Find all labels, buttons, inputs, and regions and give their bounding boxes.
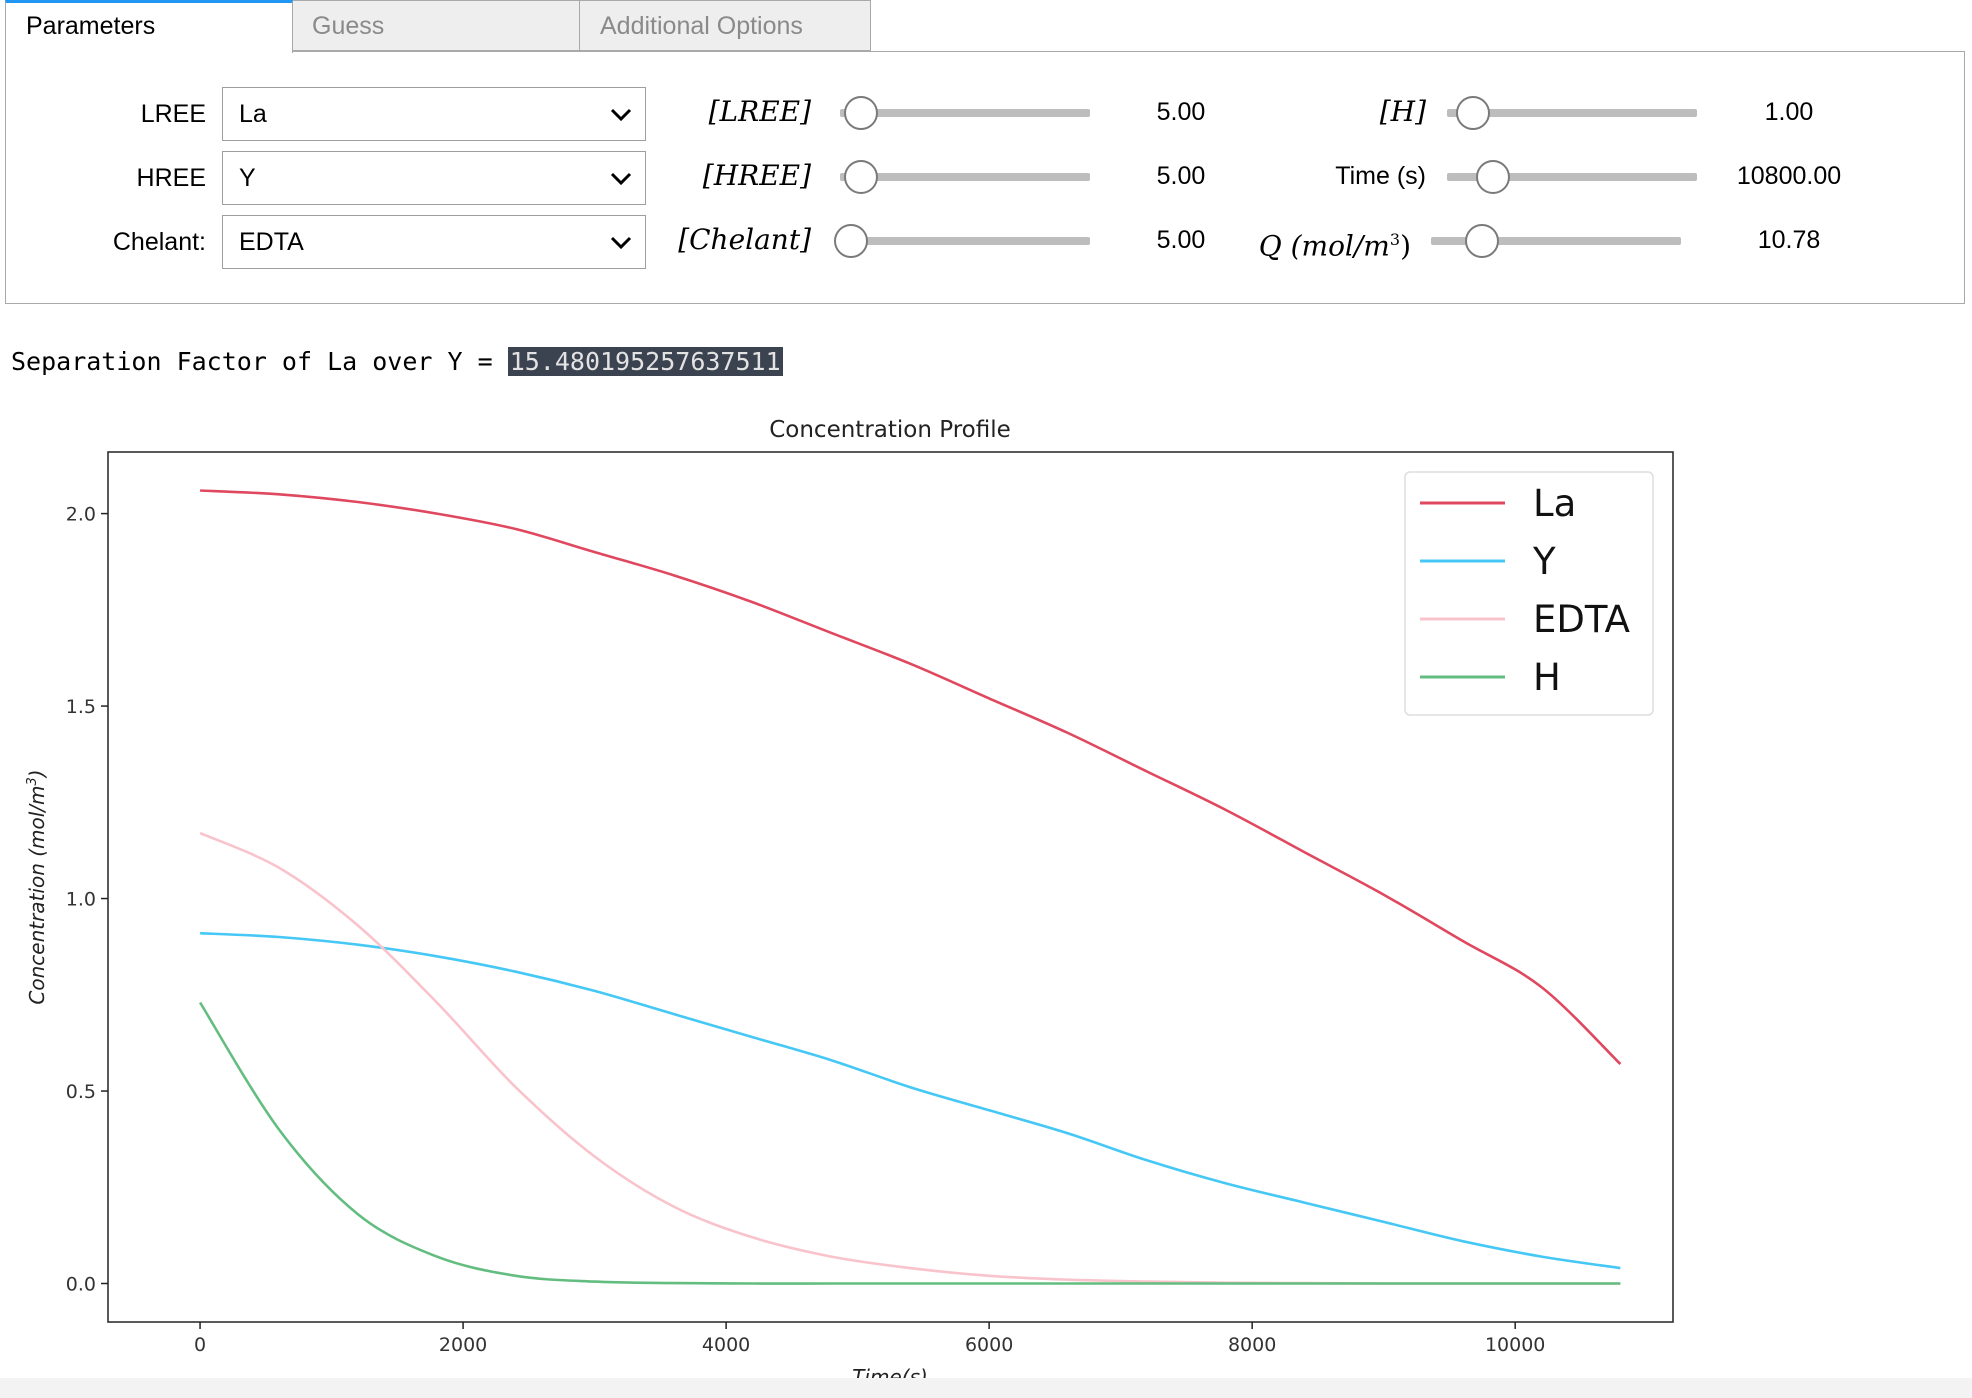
x-tick-label: 2000 bbox=[439, 1334, 487, 1356]
chevron-down-icon bbox=[610, 236, 632, 250]
x-tick-label: 8000 bbox=[1228, 1334, 1276, 1356]
lree-conc-slider[interactable] bbox=[840, 96, 1090, 130]
series-line-la bbox=[200, 489, 1622, 1066]
legend-label-y: Y bbox=[1532, 540, 1556, 583]
q-value: 10.78 bbox=[1757, 226, 1821, 254]
hree-select[interactable]: Y bbox=[222, 151, 646, 205]
time-slider[interactable] bbox=[1447, 160, 1697, 194]
chelant-select-value: EDTA bbox=[239, 228, 304, 256]
legend-label-la: La bbox=[1533, 482, 1576, 525]
slider-handle[interactable] bbox=[844, 160, 878, 194]
y-axis-label: Concentration (mol/m3) bbox=[25, 769, 49, 1004]
q-label: Q (mol/m3) bbox=[1231, 215, 1411, 265]
y-tick-label: 1.5 bbox=[66, 696, 96, 718]
separation-factor-value: 15.480195257637511 bbox=[507, 347, 783, 376]
chevron-down-icon bbox=[610, 172, 632, 186]
chelant-conc-slider[interactable] bbox=[834, 224, 1090, 258]
legend-label-edta: EDTA bbox=[1533, 598, 1630, 641]
chelant-select[interactable]: EDTA bbox=[222, 215, 646, 269]
q-label-text: Q (mol/m bbox=[1258, 229, 1390, 263]
hree-label: HREE bbox=[136, 164, 206, 192]
slider-handle[interactable] bbox=[834, 224, 868, 258]
y-tick-label: 2.0 bbox=[66, 504, 96, 526]
slider-handle[interactable] bbox=[1456, 96, 1490, 130]
chart-title: Concentration Profile bbox=[769, 417, 1011, 443]
tab-guess[interactable]: Guess bbox=[291, 0, 581, 51]
h-conc-value: 1.00 bbox=[1764, 98, 1814, 126]
slider-handle[interactable] bbox=[1465, 224, 1499, 258]
x-tick-label: 10000 bbox=[1485, 1334, 1545, 1356]
parameters-panel: LREE La HREE Y Chelant: EDTA [LREE] 5.00… bbox=[5, 51, 1965, 304]
time-value: 10800.00 bbox=[1736, 162, 1842, 190]
hree-select-value: Y bbox=[239, 164, 256, 192]
lree-select-value: La bbox=[239, 100, 267, 128]
separation-factor-output: Separation Factor of La over Y = 15.4801… bbox=[11, 342, 783, 382]
separation-factor-text: Separation Factor of La over Y = bbox=[11, 347, 508, 376]
q-label-sup: 3 bbox=[1389, 230, 1401, 249]
series-line-h bbox=[198, 1001, 1621, 1285]
y-axis-label-sup: 3 bbox=[25, 777, 40, 785]
h-conc-label: [H] bbox=[1379, 95, 1426, 128]
slider-track bbox=[840, 109, 1090, 117]
tab-bar: Parameters Guess Additional Options bbox=[5, 0, 1965, 53]
slider-handle[interactable] bbox=[844, 96, 878, 130]
concentration-chart: Concentration Profile 0 2000 4000 6000 8000 1… bbox=[25, 417, 1674, 1389]
slider-track bbox=[840, 173, 1090, 181]
tab-additional-options[interactable]: Additional Options bbox=[579, 0, 871, 51]
y-tick-label: 0.0 bbox=[66, 1274, 96, 1296]
chelant-conc-label: [Chelant] bbox=[678, 223, 811, 256]
x-tick-label: 0 bbox=[194, 1334, 206, 1356]
page-bottom-edge bbox=[0, 1378, 1972, 1398]
lree-conc-value: 5.00 bbox=[1156, 98, 1206, 126]
chevron-down-icon bbox=[610, 108, 632, 122]
y-axis-label-end: ) bbox=[25, 769, 49, 779]
x-tick-label: 4000 bbox=[702, 1334, 750, 1356]
time-label: Time (s) bbox=[1335, 162, 1426, 190]
plot-frame bbox=[107, 451, 1674, 1323]
slider-track bbox=[1431, 237, 1681, 245]
slider-track bbox=[1447, 173, 1697, 181]
y-tick-label: 0.5 bbox=[66, 1081, 96, 1103]
hree-conc-label: [HREE] bbox=[702, 159, 811, 192]
chart-legend: La Y EDTA H bbox=[1404, 471, 1654, 716]
lree-conc-label: [LREE] bbox=[708, 95, 811, 128]
series-line-y bbox=[200, 931, 1621, 1270]
legend-label-h: H bbox=[1533, 656, 1561, 699]
x-tick-label: 6000 bbox=[965, 1334, 1013, 1356]
lree-select[interactable]: La bbox=[222, 87, 646, 141]
slider-handle[interactable] bbox=[1476, 160, 1510, 194]
hree-conc-slider[interactable] bbox=[840, 160, 1090, 194]
slider-track bbox=[1447, 109, 1697, 117]
hree-conc-value: 5.00 bbox=[1156, 162, 1206, 190]
chelant-conc-value: 5.00 bbox=[1156, 226, 1206, 254]
q-slider[interactable] bbox=[1431, 224, 1681, 258]
chelant-label: Chelant: bbox=[112, 228, 206, 256]
lree-label: LREE bbox=[140, 100, 206, 128]
y-tick-label: 1.0 bbox=[66, 889, 96, 911]
slider-track bbox=[840, 237, 1090, 245]
y-axis-label-text: Concentration (mol/m bbox=[25, 785, 49, 1004]
q-label-end: ) bbox=[1400, 229, 1411, 263]
series-line-edta bbox=[199, 831, 1621, 1285]
tab-parameters[interactable]: Parameters bbox=[5, 0, 293, 53]
h-conc-slider[interactable] bbox=[1447, 96, 1697, 130]
